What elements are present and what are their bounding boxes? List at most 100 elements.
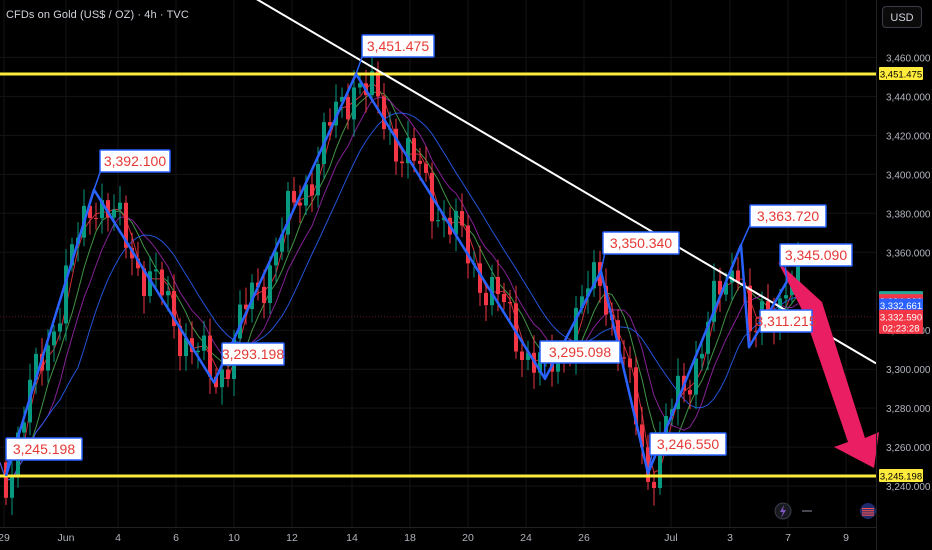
candle-body [376,71,380,97]
time-tick-label: 24 [520,532,532,544]
zigzag-line [4,72,789,477]
callout-box [759,309,813,333]
callout-label: 3,295.098 [549,344,611,360]
candle-body [640,424,644,448]
candle-body [460,211,464,226]
candle-body [94,217,98,219]
candle-body [52,331,56,346]
callout-box [649,432,727,456]
candle-body [196,350,200,353]
candle-body [106,200,110,218]
candle-body [580,296,584,308]
candle-body [358,83,362,88]
currency-button[interactable]: USD [882,6,922,28]
price-tick-label: 3,420.000 [886,131,931,142]
callout-label: 3,350.340 [610,235,672,251]
callout-label: 3,345.090 [785,247,847,263]
candle-body [274,251,278,266]
symbol-title: CFDs on Gold (US$ / OZ) · 4h · TVC [6,9,189,21]
candle-body [208,335,212,377]
time-tick-label: Jun [58,532,75,544]
candle-body [340,97,344,102]
candle-body [22,422,26,433]
candle-body [4,462,8,498]
callout-box [221,342,285,366]
candle-body [202,335,206,351]
candle-body [160,269,164,296]
candle-body [418,160,422,164]
candle-body [316,164,320,196]
price-tick-label: 3,460.000 [886,53,931,64]
time-scale[interactable]: 29 Jun 4 6 10 12 14 18 20 24 26 Jul 3 7 9 [0,532,849,544]
candle-body [298,202,302,206]
ma-long-line [0,112,799,481]
callout-box [99,149,171,173]
candle-body [382,96,386,130]
price-scale[interactable]: 3,460.000 3,440.000 3,420.000 3,400.000 3,38… [879,53,931,493]
candle-body [634,367,638,425]
price-tick-label: 3,380.000 [886,209,931,220]
callout-box [5,437,83,461]
callout-label: 3,392.100 [104,153,166,169]
candle-body [646,447,650,482]
candle-body [172,291,176,326]
time-tick-label: 20 [462,532,474,544]
candle-body [484,292,488,306]
candle-body [64,265,68,324]
candle-body [496,276,500,295]
time-tick-label: 3 [727,532,733,544]
candle-body [712,280,716,322]
callout-label: 3,293.198 [222,346,284,362]
projection-arrow [778,262,879,468]
candle-body [136,258,140,269]
candle-body [292,190,296,203]
price-tick-label: 3,240.000 [886,482,931,493]
price-scale-divider [876,0,877,550]
candle-body [112,209,116,218]
time-tick-label: 9 [843,532,849,544]
price-badge [879,298,923,312]
price-tick-label: 3,440.000 [886,92,931,103]
candle-body [352,87,356,120]
candle-body [478,263,482,293]
candle-body [220,369,224,388]
callout-label: 3,451.475 [367,38,429,54]
candle-body [694,358,698,395]
callout-box [779,243,853,267]
candle-body [166,291,170,296]
price-badge-label: 02:23:28 [883,323,920,334]
price-badge-label: 3,332.661 [880,301,922,312]
lightning-glyph [780,505,786,518]
candle-body [370,71,374,96]
time-tick-label: 10 [228,532,240,544]
time-tick-label: Jul [664,532,677,544]
time-tick-label: 14 [346,532,358,544]
descending-trendline [256,0,877,365]
candle-body [286,190,290,235]
candle-body [718,280,722,295]
candle-body [178,325,182,357]
flag-stripe [862,510,874,512]
time-tick-label: 7 [785,532,791,544]
candle-body [238,304,242,339]
candle-body [124,202,128,248]
candle-body [244,304,248,310]
candle-body [214,376,218,388]
callout-box [361,34,435,58]
candle-body [70,244,74,266]
candle-body [250,282,254,310]
candle-body [652,481,656,489]
candle-body [346,97,350,120]
candle-body [730,270,734,283]
candle-body [262,286,266,304]
candle-body [100,200,104,219]
price-badge [879,469,923,482]
candle-body [784,295,788,299]
candle-body [796,251,800,285]
price-badge-label: 3,245.198 [880,472,922,483]
candle-body [604,285,608,315]
candle-body [736,270,740,283]
candle-body [454,211,458,235]
candle-body [502,294,506,303]
